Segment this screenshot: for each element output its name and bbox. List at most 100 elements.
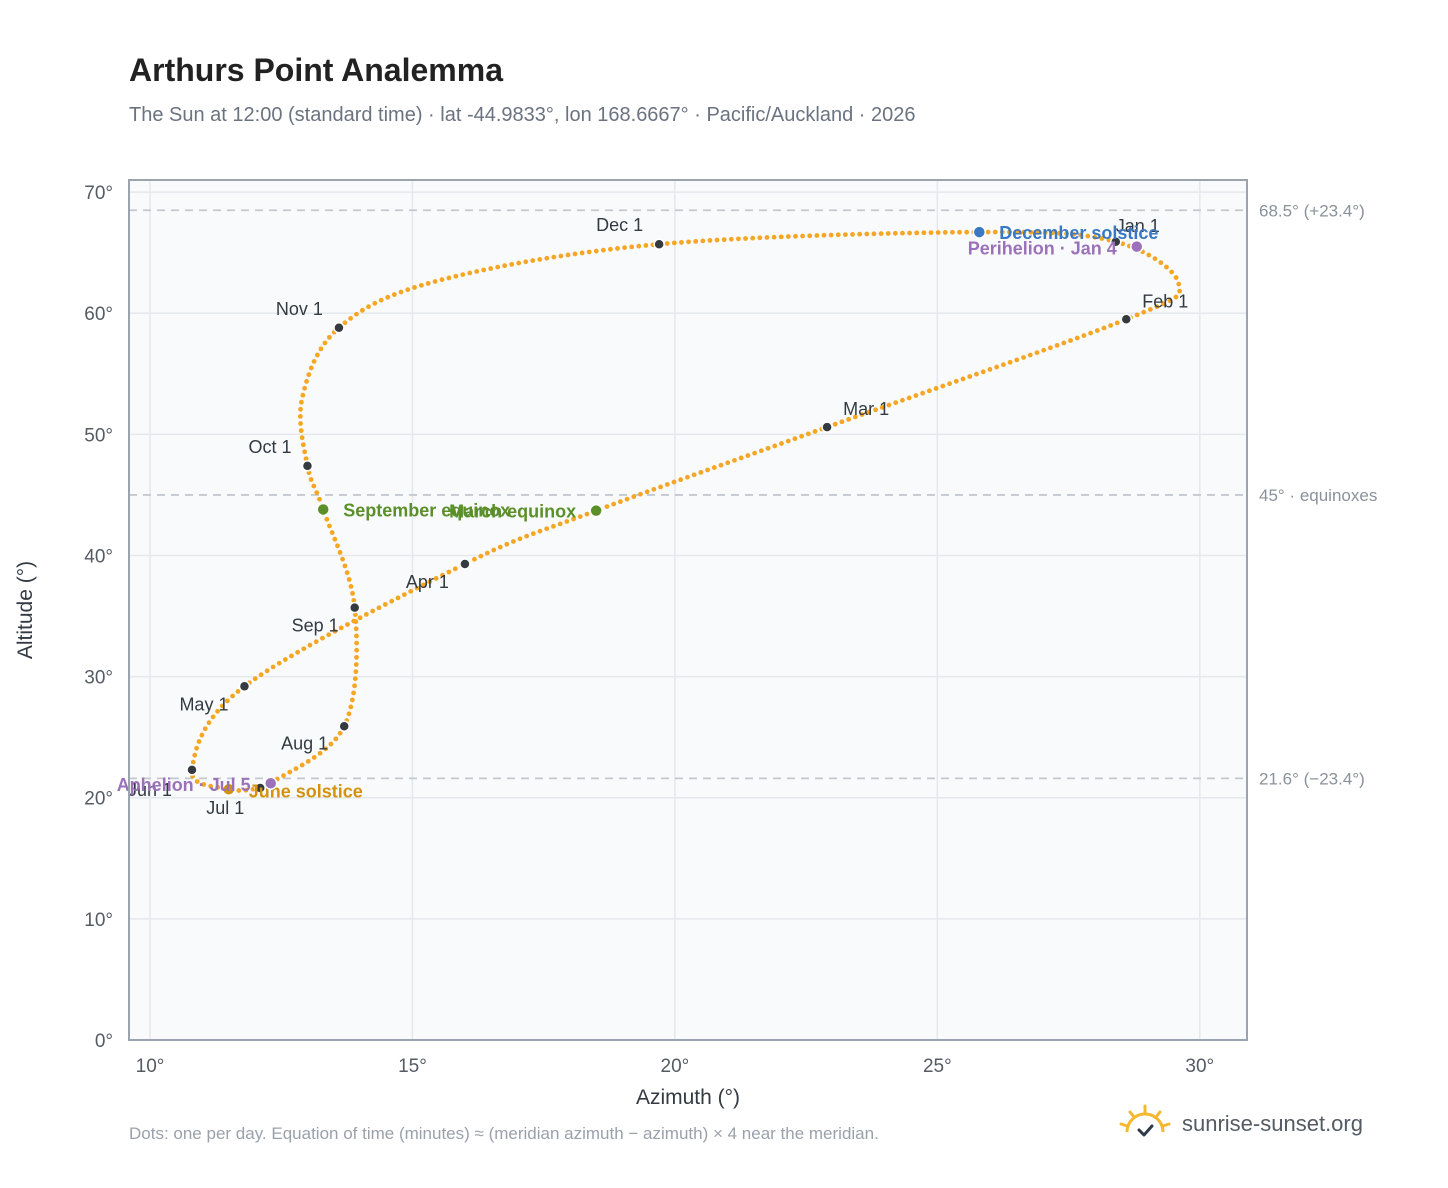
daily-dot xyxy=(303,456,309,462)
daily-dot xyxy=(564,519,570,524)
daily-dot xyxy=(617,499,623,505)
daily-dot xyxy=(907,230,912,236)
daily-dot xyxy=(414,585,420,591)
daily-dot xyxy=(721,237,727,243)
daily-dot xyxy=(752,450,757,456)
daily-dot xyxy=(999,229,1005,235)
daily-dot xyxy=(363,612,369,617)
daily-dot xyxy=(302,449,308,455)
daily-dot xyxy=(878,231,884,237)
daily-dot xyxy=(615,246,620,251)
daily-dot xyxy=(750,235,756,241)
daily-dot xyxy=(842,232,848,238)
daily-dot xyxy=(772,443,778,449)
reference-line-label: 68.5° (+23.4°) xyxy=(1259,201,1365,220)
daily-dot xyxy=(348,704,354,710)
daily-dot xyxy=(311,359,317,364)
chart-subtitle: The Sun at 12:00 (standard time) · lat -… xyxy=(129,104,916,126)
daily-dot xyxy=(300,392,306,398)
daily-dot xyxy=(289,653,294,659)
daily-dot xyxy=(658,484,663,490)
brand-logo[interactable]: sunrise-sunset.org xyxy=(1118,1102,1363,1146)
daily-dot xyxy=(758,448,764,454)
daily-dot xyxy=(337,730,343,736)
month-marker xyxy=(348,601,361,614)
daily-dot xyxy=(1146,252,1152,258)
daily-dot xyxy=(985,229,991,235)
daily-dot xyxy=(1061,340,1067,346)
daily-dot xyxy=(886,402,892,408)
daily-dot xyxy=(215,784,221,790)
daily-dot xyxy=(644,489,650,495)
daily-dot xyxy=(318,346,324,352)
daily-dot xyxy=(433,576,439,581)
daily-dot xyxy=(425,280,431,286)
daily-dot xyxy=(446,569,452,575)
plot-frame xyxy=(128,179,1248,1041)
daily-dot xyxy=(353,669,359,675)
daily-dot xyxy=(497,544,503,550)
daily-dot xyxy=(287,769,293,775)
daily-dot xyxy=(565,252,571,258)
daily-dot xyxy=(1173,275,1179,280)
y-tick-label: 0° xyxy=(95,1031,113,1052)
daily-dot xyxy=(293,766,299,772)
daily-dot xyxy=(622,245,628,251)
daily-dot xyxy=(700,238,706,244)
x-tick-label: 30° xyxy=(1185,1056,1214,1077)
daily-dot xyxy=(210,714,216,720)
daily-dot xyxy=(208,783,214,789)
daily-dot xyxy=(778,234,784,240)
daily-dot xyxy=(940,383,946,389)
daily-dot xyxy=(298,421,303,426)
daily-dot xyxy=(317,496,322,502)
daily-dot xyxy=(651,486,657,492)
daily-dot xyxy=(281,773,286,778)
daily-dot xyxy=(664,241,670,246)
daily-dot xyxy=(354,640,360,646)
daily-dot xyxy=(913,393,919,398)
daily-dot xyxy=(317,750,323,756)
daily-dot xyxy=(879,405,885,410)
y-axis-label: Altitude (°) xyxy=(14,561,37,659)
daily-dot xyxy=(452,566,458,572)
daily-dot xyxy=(779,441,784,446)
event-marker xyxy=(263,776,278,790)
daily-dot xyxy=(530,258,536,263)
daily-dot xyxy=(1014,229,1020,235)
daily-dot xyxy=(432,279,438,284)
daily-dot xyxy=(504,541,510,547)
daily-dot xyxy=(821,232,827,238)
daily-dot xyxy=(792,436,798,442)
daily-dot xyxy=(510,539,516,544)
daily-dot xyxy=(308,365,314,371)
daily-dot xyxy=(398,289,404,295)
daily-dot xyxy=(523,259,529,265)
month-marker-label: Oct 1 xyxy=(248,437,291,457)
daily-dot xyxy=(353,662,359,667)
daily-dot xyxy=(1048,345,1053,351)
daily-dot xyxy=(1042,230,1048,236)
daily-dot xyxy=(987,367,993,372)
daily-dot xyxy=(311,755,317,760)
daily-dot xyxy=(332,536,338,542)
month-marker-label: Jul 1 xyxy=(206,798,244,818)
daily-dot xyxy=(1041,347,1047,353)
daily-dot xyxy=(537,528,543,534)
daily-dot xyxy=(474,269,480,274)
daily-dot xyxy=(306,372,312,378)
daily-dot xyxy=(348,584,354,589)
y-tick-label: 10° xyxy=(84,910,113,931)
daily-dot xyxy=(679,239,684,245)
event-marker xyxy=(316,502,330,517)
daily-dot xyxy=(785,234,791,239)
daily-dot xyxy=(1134,312,1140,318)
daily-dot xyxy=(344,570,350,576)
daily-dot xyxy=(859,412,865,417)
daily-dot xyxy=(395,595,401,601)
daily-dot xyxy=(1068,338,1073,343)
daily-dot xyxy=(1071,231,1077,237)
daily-dot xyxy=(199,732,205,738)
daily-dot xyxy=(1085,233,1091,239)
daily-dot xyxy=(350,590,355,596)
